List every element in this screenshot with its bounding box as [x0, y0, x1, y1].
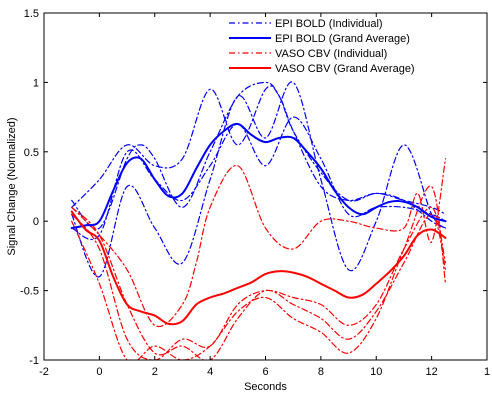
series-line-9 [70, 122, 447, 230]
y-tick-label: 1.5 [24, 8, 39, 20]
x-tick-label: 2 [152, 366, 158, 378]
x-tick-label: 10 [370, 366, 382, 378]
y-tick-label: 0.5 [24, 147, 39, 159]
y-axis: -1 -0.5 0 0.5 1 1.5 [20, 8, 487, 367]
x-tick-label: 6 [262, 366, 268, 378]
x-tick-label: 8 [318, 366, 324, 378]
x-axis: -2 0 2 4 6 8 10 12 1 [39, 13, 490, 378]
legend-entry-label: EPI BOLD (Individual) [275, 18, 383, 30]
series-line-10 [70, 210, 447, 326]
y-tick-label: -1 [29, 355, 39, 367]
legend-entry-label: VASO CBV (Individual) [275, 48, 387, 60]
x-tick-label: 12 [426, 366, 438, 378]
x-tick-label: -2 [39, 366, 49, 378]
x-axis-label: Seconds [244, 381, 287, 393]
legend: EPI BOLD (Individual) EPI BOLD (Grand Ave… [229, 18, 415, 75]
series-line-8 [71, 206, 447, 360]
series-line-3 [71, 85, 447, 215]
y-tick-label: 1 [33, 77, 39, 89]
y-tick-label: 0 [33, 216, 39, 228]
x-tick-label: 0 [96, 366, 102, 378]
series-line-4 [71, 116, 447, 241]
legend-entry-label: EPI BOLD (Grand Average) [275, 33, 410, 45]
data-series-group [70, 81, 447, 360]
legend-entry-label: VASO CBV (Grand Average) [275, 63, 415, 75]
x-tick-label: 4 [207, 366, 213, 378]
series-line-7 [71, 185, 447, 360]
series-line-2 [71, 81, 447, 278]
y-axis-label: Signal Change (Normalized) [6, 117, 18, 255]
series-line-5 [71, 158, 447, 328]
x-tick-label: 1 [484, 366, 490, 378]
y-tick-label: -0.5 [20, 286, 39, 298]
